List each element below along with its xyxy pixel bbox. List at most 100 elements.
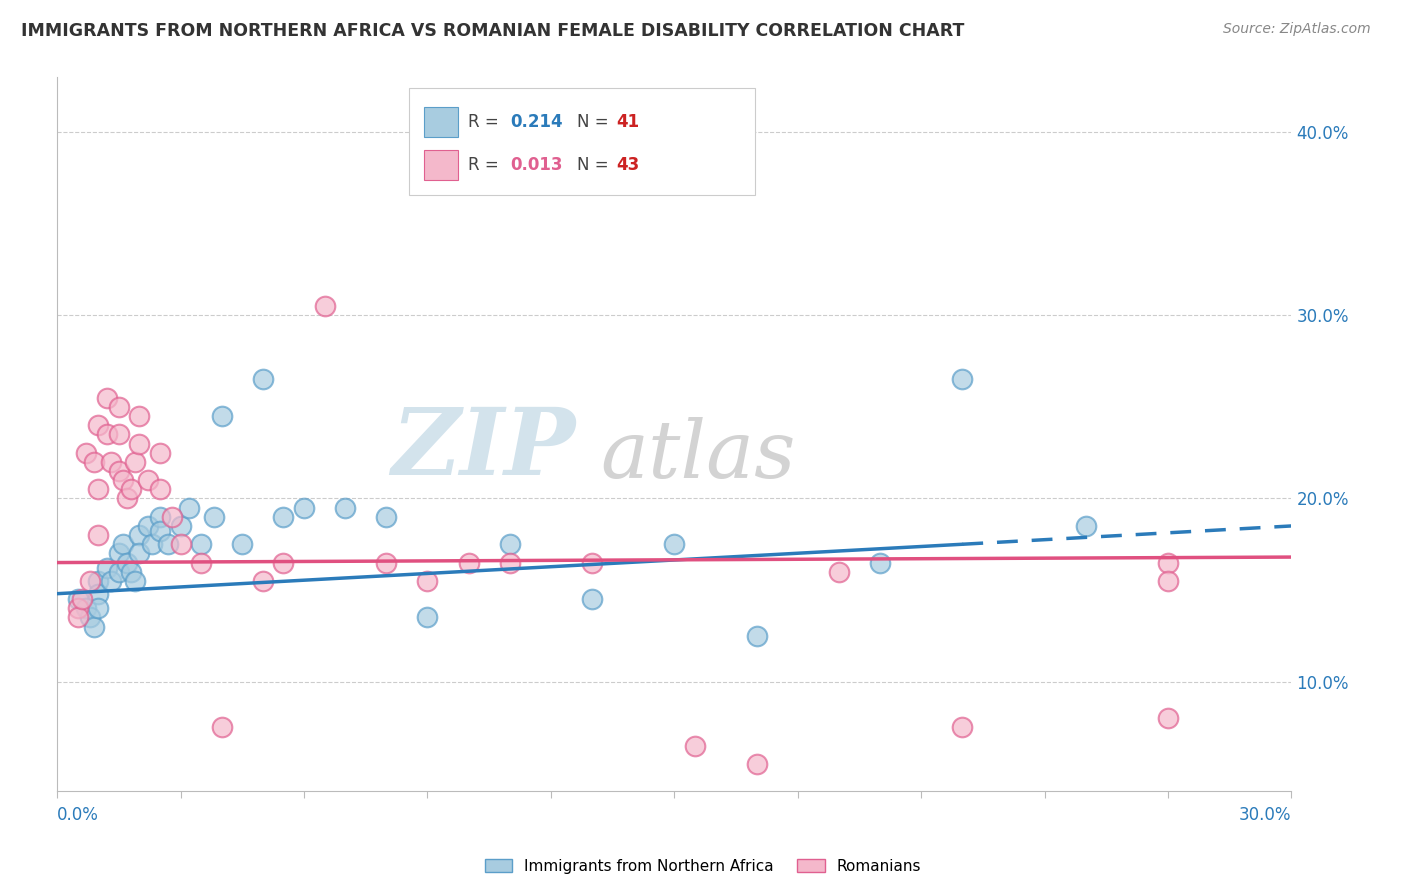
- Point: [128, 528, 150, 542]
- Point: [149, 446, 172, 460]
- Point: [683, 739, 706, 753]
- Point: [87, 574, 110, 588]
- Point: [108, 464, 131, 478]
- Point: [292, 500, 315, 515]
- Text: 0.013: 0.013: [510, 155, 562, 174]
- Point: [124, 574, 146, 588]
- Point: [111, 537, 134, 551]
- Point: [950, 720, 973, 734]
- Point: [75, 601, 97, 615]
- Text: 0.0%: 0.0%: [58, 806, 98, 824]
- Text: Source: ZipAtlas.com: Source: ZipAtlas.com: [1223, 22, 1371, 37]
- Point: [87, 587, 110, 601]
- Point: [314, 299, 336, 313]
- Point: [66, 592, 89, 607]
- Text: 41: 41: [616, 112, 640, 131]
- Point: [1157, 556, 1180, 570]
- Point: [1157, 711, 1180, 725]
- Point: [149, 509, 172, 524]
- Point: [745, 629, 768, 643]
- Point: [869, 556, 891, 570]
- Point: [87, 483, 110, 497]
- Point: [108, 400, 131, 414]
- Text: N =: N =: [576, 155, 609, 174]
- Point: [87, 418, 110, 433]
- Point: [375, 509, 398, 524]
- Point: [664, 537, 686, 551]
- Point: [202, 509, 225, 524]
- Point: [1157, 574, 1180, 588]
- Text: atlas: atlas: [600, 417, 796, 494]
- Point: [79, 574, 101, 588]
- Point: [149, 524, 172, 539]
- Point: [87, 528, 110, 542]
- Point: [581, 592, 603, 607]
- Point: [128, 436, 150, 450]
- Point: [96, 427, 118, 442]
- Text: 30.0%: 30.0%: [1239, 806, 1292, 824]
- Point: [124, 455, 146, 469]
- Point: [231, 537, 253, 551]
- Point: [950, 372, 973, 386]
- Point: [83, 620, 105, 634]
- Point: [581, 556, 603, 570]
- Point: [108, 546, 131, 560]
- Point: [96, 391, 118, 405]
- Point: [111, 473, 134, 487]
- Point: [75, 446, 97, 460]
- Point: [79, 610, 101, 624]
- Point: [416, 574, 439, 588]
- Point: [128, 409, 150, 423]
- Point: [828, 565, 851, 579]
- Point: [499, 556, 522, 570]
- Point: [375, 556, 398, 570]
- Text: 0.214: 0.214: [510, 112, 562, 131]
- Point: [335, 500, 357, 515]
- Point: [108, 565, 131, 579]
- Point: [252, 372, 274, 386]
- Point: [100, 455, 122, 469]
- Text: R =: R =: [468, 155, 499, 174]
- Point: [252, 574, 274, 588]
- Point: [115, 556, 138, 570]
- Point: [141, 537, 163, 551]
- Point: [87, 601, 110, 615]
- FancyBboxPatch shape: [423, 150, 458, 179]
- Point: [83, 455, 105, 469]
- Point: [211, 409, 233, 423]
- Point: [190, 556, 212, 570]
- FancyBboxPatch shape: [423, 107, 458, 136]
- Point: [457, 556, 479, 570]
- Point: [136, 519, 159, 533]
- Point: [66, 610, 89, 624]
- FancyBboxPatch shape: [409, 88, 755, 195]
- Point: [499, 537, 522, 551]
- Point: [100, 574, 122, 588]
- Point: [416, 610, 439, 624]
- Point: [190, 537, 212, 551]
- Point: [136, 473, 159, 487]
- Legend: Immigrants from Northern Africa, Romanians: Immigrants from Northern Africa, Romania…: [478, 853, 928, 880]
- Point: [1074, 519, 1097, 533]
- Point: [115, 491, 138, 506]
- Point: [66, 601, 89, 615]
- Text: R =: R =: [468, 112, 499, 131]
- Text: N =: N =: [576, 112, 609, 131]
- Text: ZIP: ZIP: [391, 404, 575, 493]
- Point: [96, 561, 118, 575]
- Point: [273, 509, 295, 524]
- Text: IMMIGRANTS FROM NORTHERN AFRICA VS ROMANIAN FEMALE DISABILITY CORRELATION CHART: IMMIGRANTS FROM NORTHERN AFRICA VS ROMAN…: [21, 22, 965, 40]
- Text: 43: 43: [616, 155, 640, 174]
- Point: [745, 756, 768, 771]
- Point: [70, 592, 93, 607]
- Point: [169, 537, 191, 551]
- Point: [177, 500, 200, 515]
- Point: [273, 556, 295, 570]
- Point: [211, 720, 233, 734]
- Point: [157, 537, 180, 551]
- Point: [162, 509, 184, 524]
- Point: [149, 483, 172, 497]
- Point: [128, 546, 150, 560]
- Point: [169, 519, 191, 533]
- Point: [120, 483, 142, 497]
